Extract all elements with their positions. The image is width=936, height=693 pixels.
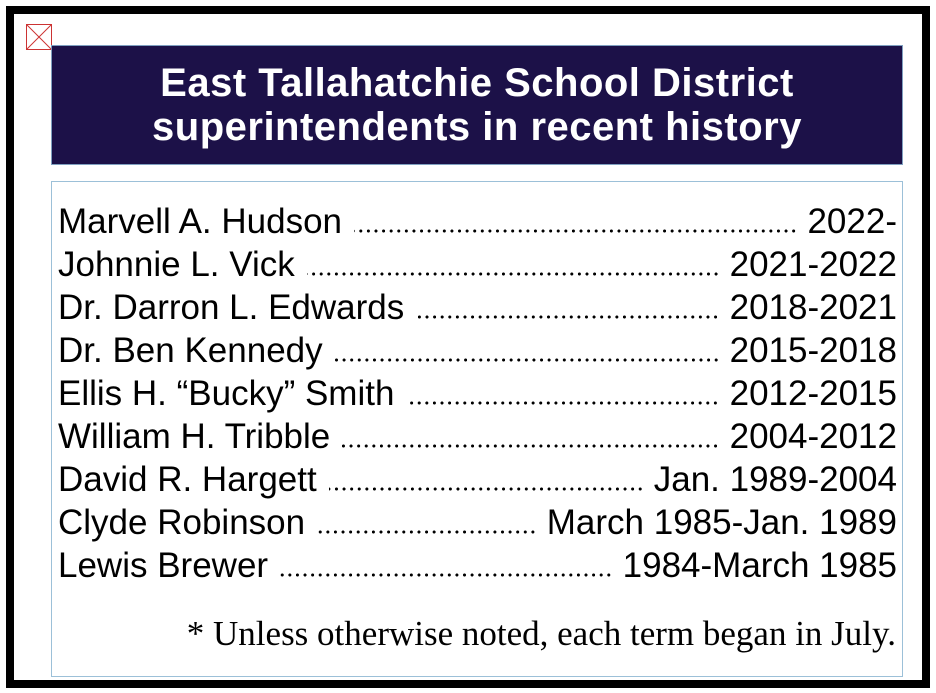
entry-row: Ellis H. “Bucky” Smith 2012-2015 (58, 372, 897, 415)
dot-leader (317, 530, 537, 534)
entry-row: Dr. Ben Kennedy 2015-2018 (58, 329, 897, 372)
dot-leader (342, 444, 720, 448)
entry-row: Clyde Robinson March 1985-Jan. 1989 (58, 501, 897, 544)
entry-name: Marvell A. Hudson (58, 202, 343, 241)
entry-row: William H. Tribble 2004-2012 (58, 415, 897, 458)
entry-term: 2004-2012 (729, 417, 897, 456)
dot-leader (406, 401, 720, 405)
entry-name: Clyde Robinson (58, 503, 306, 542)
entry-term: Jan. 1989-2004 (653, 460, 897, 499)
entry-row: Lewis Brewer 1984-March 1985 (58, 544, 897, 587)
entry-term: 2012-2015 (729, 374, 897, 413)
entry-name: Ellis H. “Bucky” Smith (58, 374, 395, 413)
broken-image-icon (26, 24, 52, 50)
entry-name: Johnnie L. Vick (58, 245, 295, 284)
entry-name: Dr. Darron L. Edwards (58, 288, 405, 327)
dot-leader (416, 315, 720, 319)
dot-leader (328, 487, 644, 491)
title-line: superintendents in recent history (152, 105, 802, 149)
entry-name: Lewis Brewer (58, 546, 269, 585)
entry-row: Dr. Darron L. Edwards 2018-2021 (58, 286, 897, 329)
entry-term: 2022- (807, 202, 897, 241)
entry-term: 2015-2018 (729, 331, 897, 370)
entry-name: William H. Tribble (58, 417, 331, 456)
title-line: East Tallahatchie School District (160, 61, 794, 105)
entry-row: Marvell A. Hudson 2022- (58, 200, 897, 243)
entry-term: 1984-March 1985 (622, 546, 897, 585)
entry-row: David R. Hargett Jan. 1989-2004 (58, 458, 897, 501)
entry-list: Marvell A. Hudson 2022- Johnnie L. Vick 202… (58, 200, 897, 587)
entry-term: 2021-2022 (729, 245, 897, 284)
header: East Tallahatchie School District superi… (51, 45, 903, 165)
content-box: Marvell A. Hudson 2022- Johnnie L. Vick 202… (51, 181, 903, 677)
entry-name: David R. Hargett (58, 460, 317, 499)
entry-name: Dr. Ben Kennedy (58, 331, 323, 370)
footnote: * Unless otherwise noted, each term bega… (186, 614, 896, 653)
dot-leader (354, 229, 798, 233)
entry-term: March 1985-Jan. 1989 (546, 503, 897, 542)
entry-term: 2018-2021 (729, 288, 897, 327)
dot-leader (306, 272, 720, 276)
frame: East Tallahatchie School District superi… (6, 6, 930, 688)
entry-row: Johnnie L. Vick 2021-2022 (58, 243, 897, 286)
dot-leader (334, 358, 720, 362)
dot-leader (280, 573, 613, 577)
